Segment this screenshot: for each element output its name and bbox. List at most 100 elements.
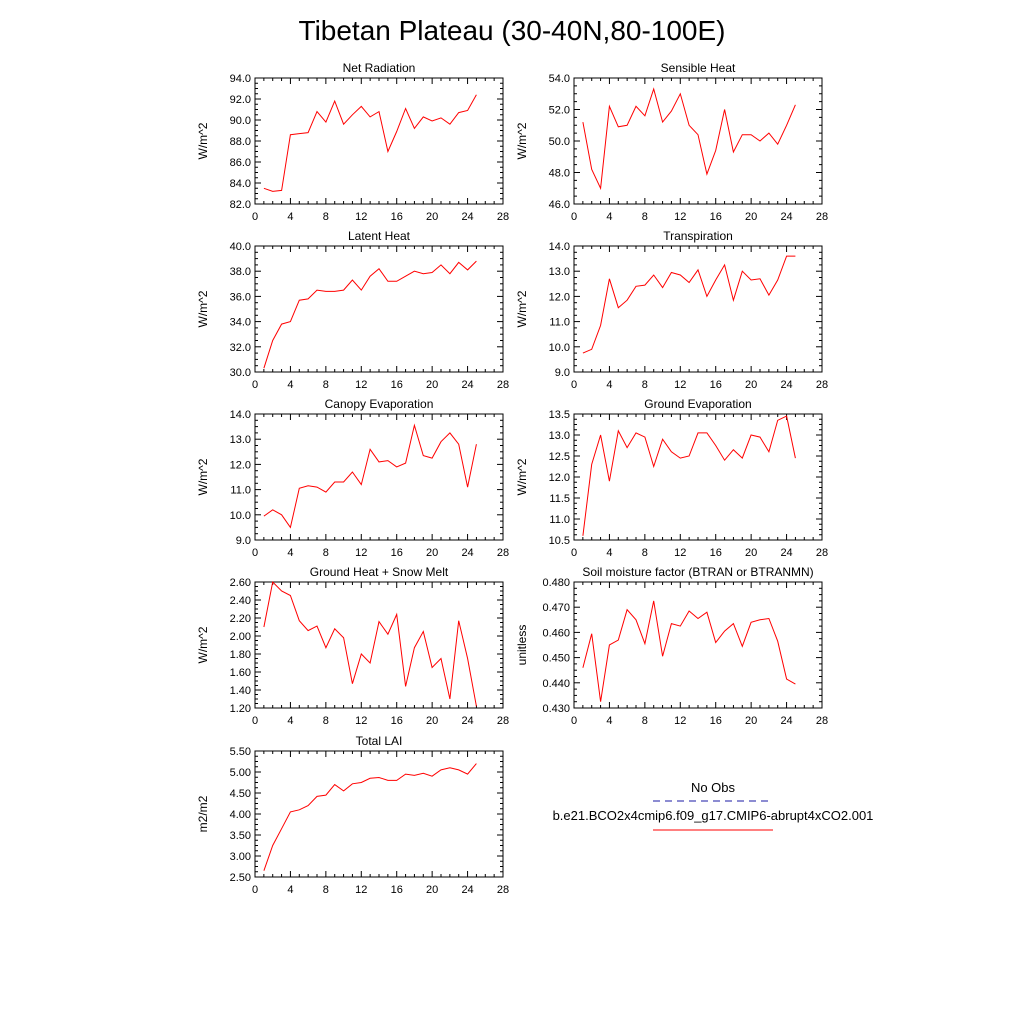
panel-net-radiation: Net Radiation 0 4 8 12 16 20 24 28 82.0 84.0 86.0 88… <box>196 61 509 223</box>
x-tick-label: 28 <box>497 379 509 391</box>
y-tick-label: 5.00 <box>230 767 251 779</box>
y-tick-label: 52.0 <box>549 105 570 117</box>
x-tick-label: 28 <box>497 715 509 727</box>
y-tick-label: 3.50 <box>230 830 251 842</box>
series-line <box>263 94 477 192</box>
x-tick-label: 24 <box>780 379 792 391</box>
x-tick-label: 0 <box>252 715 258 727</box>
y-tick-label: 3.00 <box>230 851 251 863</box>
x-tick-label: 4 <box>287 715 293 727</box>
x-tick-label: 20 <box>745 715 757 727</box>
panel-latent-heat: Latent Heat 0 4 8 12 16 20 24 28 30.0 32.0 34.0 36.0… <box>196 229 509 391</box>
x-tick-label: 28 <box>816 547 828 559</box>
x-tick-label: 0 <box>252 211 258 223</box>
x-tick-label: 16 <box>710 547 722 559</box>
x-tick-label: 12 <box>674 379 686 391</box>
x-tick-label: 8 <box>323 547 329 559</box>
y-axis-label: m2/m2 <box>196 795 210 832</box>
x-tick-label: 12 <box>355 715 367 727</box>
x-tick-label: 20 <box>745 547 757 559</box>
x-tick-label: 28 <box>816 379 828 391</box>
x-tick-label: 12 <box>674 211 686 223</box>
x-tick-label: 24 <box>461 211 473 223</box>
x-tick-label: 4 <box>287 884 293 896</box>
x-tick-label: 4 <box>606 547 612 559</box>
plot-frame <box>254 245 504 373</box>
x-tick-label: 12 <box>674 547 686 559</box>
series-line <box>263 580 477 707</box>
y-tick-label: 54.0 <box>549 73 570 85</box>
x-tick-label: 16 <box>391 715 403 727</box>
panel-ground-evaporation: Ground Evaporation 0 4 8 12 16 20 24 28 10.5 11.0 1… <box>515 397 828 559</box>
y-tick-label: 2.40 <box>230 595 251 607</box>
x-tick-label: 24 <box>461 884 473 896</box>
y-tick-label: 0.460 <box>542 627 570 639</box>
x-tick-label: 20 <box>426 211 438 223</box>
x-tick-label: 20 <box>426 379 438 391</box>
x-tick-label: 0 <box>252 547 258 559</box>
x-tick-label: 8 <box>642 211 648 223</box>
x-tick-label: 20 <box>426 884 438 896</box>
x-tick-label: 20 <box>426 547 438 559</box>
x-tick-label: 8 <box>323 211 329 223</box>
y-tick-label: 2.60 <box>230 577 251 589</box>
x-tick-label: 0 <box>571 211 577 223</box>
x-tick-label: 8 <box>642 715 648 727</box>
x-tick-label: 4 <box>606 379 612 391</box>
x-tick-label: 8 <box>323 884 329 896</box>
y-tick-label: 90.0 <box>230 115 251 127</box>
y-tick-label: 38.0 <box>230 266 251 278</box>
y-tick-label: 86.0 <box>230 157 251 169</box>
x-tick-label: 16 <box>391 379 403 391</box>
legend-label-no-obs: No Obs <box>691 780 736 795</box>
x-tick-label: 4 <box>287 211 293 223</box>
y-tick-label: 0.430 <box>542 703 570 715</box>
y-tick-label: 32.0 <box>230 342 251 354</box>
y-tick-label: 2.50 <box>230 872 251 884</box>
y-tick-label: 0.450 <box>542 653 570 665</box>
x-tick-label: 16 <box>710 379 722 391</box>
series-line <box>582 87 796 191</box>
y-tick-label: 12.0 <box>230 459 251 471</box>
y-tick-label: 10.0 <box>549 342 570 354</box>
x-tick-label: 24 <box>780 715 792 727</box>
x-tick-label: 20 <box>426 715 438 727</box>
x-tick-label: 0 <box>571 547 577 559</box>
x-tick-label: 12 <box>355 884 367 896</box>
y-tick-label: 1.60 <box>230 667 251 679</box>
x-tick-label: 20 <box>745 211 757 223</box>
y-axis-label: W/m^2 <box>515 122 529 159</box>
x-tick-label: 4 <box>287 379 293 391</box>
figure-title: Tibetan Plateau (30-40N,80-100E) <box>299 15 726 46</box>
y-tick-label: 84.0 <box>230 178 251 190</box>
y-tick-label: 1.80 <box>230 649 251 661</box>
y-tick-label: 82.0 <box>230 199 251 211</box>
y-tick-label: 10.0 <box>230 510 251 522</box>
y-tick-label: 9.0 <box>555 367 570 379</box>
y-tick-label: 5.50 <box>230 746 251 758</box>
x-tick-label: 8 <box>642 379 648 391</box>
x-tick-label: 4 <box>287 547 293 559</box>
y-tick-label: 10.5 <box>549 535 570 547</box>
y-tick-label: 11.5 <box>549 493 570 505</box>
y-tick-label: 9.0 <box>236 535 251 547</box>
x-tick-label: 28 <box>816 211 828 223</box>
y-tick-label: 13.0 <box>549 430 570 442</box>
y-tick-label: 14.0 <box>549 241 570 253</box>
y-tick-label: 11.0 <box>230 485 251 497</box>
x-tick-label: 16 <box>391 211 403 223</box>
x-tick-label: 24 <box>780 211 792 223</box>
y-tick-label: 34.0 <box>230 317 251 329</box>
x-tick-label: 0 <box>252 379 258 391</box>
x-tick-label: 16 <box>710 211 722 223</box>
x-tick-label: 28 <box>497 211 509 223</box>
x-tick-label: 20 <box>745 379 757 391</box>
y-axis-label: W/m^2 <box>196 290 210 327</box>
y-axis-label: W/m^2 <box>196 458 210 495</box>
y-tick-label: 40.0 <box>230 241 251 253</box>
legend: No Obs b.e21.BCO2x4cmip6.f09_g17.CMIP6-a… <box>553 780 873 831</box>
x-tick-label: 0 <box>571 715 577 727</box>
x-tick-label: 12 <box>355 547 367 559</box>
plot-frame <box>573 581 823 709</box>
panel-transpiration: Transpiration 0 4 8 12 16 20 24 28 9.0 10.0 11.0 12.… <box>515 229 828 391</box>
